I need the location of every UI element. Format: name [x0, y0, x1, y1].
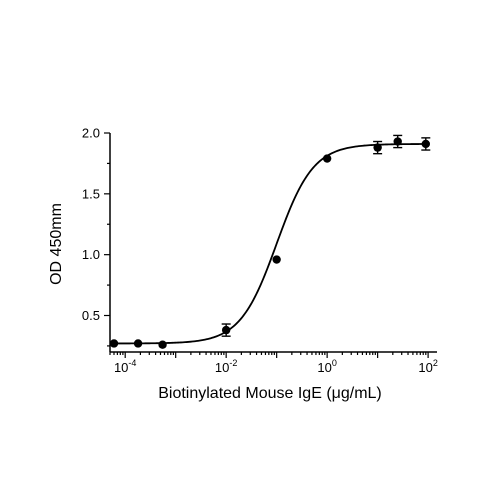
data-point — [109, 339, 119, 348]
data-point — [373, 143, 382, 152]
fit-curve-line — [113, 143, 427, 345]
y-tick-label: 1.0 — [82, 247, 100, 262]
y-tick-label: 2.0 — [82, 126, 100, 141]
data-point — [322, 154, 332, 163]
data-point — [393, 137, 402, 146]
x-tick-label: 10-2 — [215, 358, 237, 375]
y-tick-label: 0.5 — [82, 308, 100, 323]
x-axis-title: Biotinylated Mouse IgE (μg/mL) — [158, 385, 382, 402]
data-point — [158, 340, 167, 349]
y-axis-title: OD 450mm — [48, 203, 65, 285]
y-tick-label: 1.5 — [82, 186, 100, 201]
fit-curve-layer — [113, 143, 427, 345]
x-tick-label: 102 — [418, 358, 437, 375]
data-point — [421, 139, 430, 149]
data-points-layer — [109, 134, 431, 349]
x-tick-label: 100 — [317, 358, 336, 375]
x-tick-label: 10-4 — [114, 358, 136, 375]
data-point — [133, 339, 143, 348]
axes: 0.5 1.0 1.5 2.0 10-4 10-2 100 102 — [82, 126, 438, 376]
data-point — [272, 255, 281, 264]
data-point — [221, 325, 231, 335]
